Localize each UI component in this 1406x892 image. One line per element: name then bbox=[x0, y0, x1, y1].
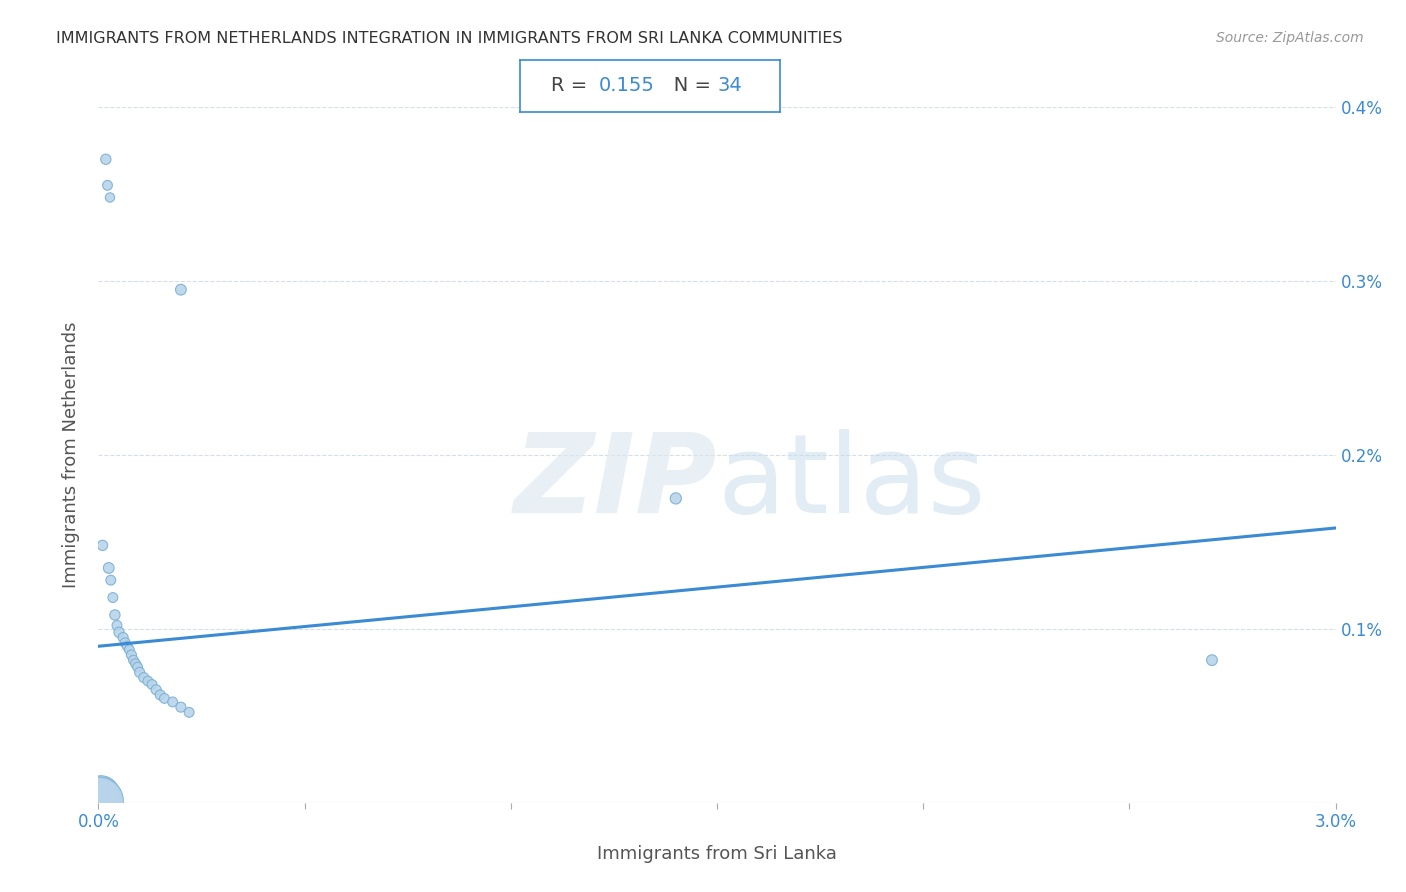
Point bbox=[120, 648, 142, 662]
Point bbox=[94, 152, 117, 166]
Point bbox=[89, 792, 111, 806]
Point bbox=[104, 607, 127, 622]
Text: R =: R = bbox=[551, 76, 593, 95]
Point bbox=[108, 625, 131, 640]
Point bbox=[128, 665, 150, 680]
Point bbox=[1201, 653, 1223, 667]
Point bbox=[89, 794, 111, 808]
Text: Source: ZipAtlas.com: Source: ZipAtlas.com bbox=[1216, 31, 1364, 45]
Point bbox=[132, 671, 155, 685]
Point bbox=[179, 706, 201, 720]
Text: 34: 34 bbox=[718, 76, 742, 95]
Point bbox=[665, 491, 688, 506]
Point bbox=[90, 787, 112, 801]
Point bbox=[100, 573, 122, 587]
Point bbox=[170, 283, 193, 297]
Point bbox=[97, 561, 120, 575]
Point bbox=[101, 591, 124, 605]
Text: N =: N = bbox=[655, 76, 717, 95]
Text: atlas: atlas bbox=[717, 429, 986, 536]
Point bbox=[124, 657, 146, 671]
Point bbox=[105, 618, 128, 632]
Text: ZIP: ZIP bbox=[513, 429, 717, 536]
Text: IMMIGRANTS FROM NETHERLANDS INTEGRATION IN IMMIGRANTS FROM SRI LANKA COMMUNITIES: IMMIGRANTS FROM NETHERLANDS INTEGRATION … bbox=[56, 31, 842, 46]
Point bbox=[141, 677, 163, 691]
Text: 0.155: 0.155 bbox=[599, 76, 654, 95]
Point bbox=[117, 639, 139, 653]
Point bbox=[136, 674, 159, 689]
Point bbox=[153, 691, 176, 706]
Point bbox=[91, 538, 114, 552]
Point bbox=[145, 682, 167, 697]
Point bbox=[149, 688, 172, 702]
Point bbox=[98, 190, 121, 204]
Point bbox=[122, 653, 145, 667]
Point bbox=[118, 642, 141, 657]
X-axis label: Immigrants from Sri Lanka: Immigrants from Sri Lanka bbox=[598, 845, 837, 863]
Point bbox=[170, 700, 193, 714]
Point bbox=[112, 631, 135, 645]
Y-axis label: Immigrants from Netherlands: Immigrants from Netherlands bbox=[62, 322, 80, 588]
Point bbox=[114, 636, 136, 650]
Point bbox=[96, 178, 118, 193]
Point bbox=[127, 660, 149, 674]
Point bbox=[162, 695, 184, 709]
